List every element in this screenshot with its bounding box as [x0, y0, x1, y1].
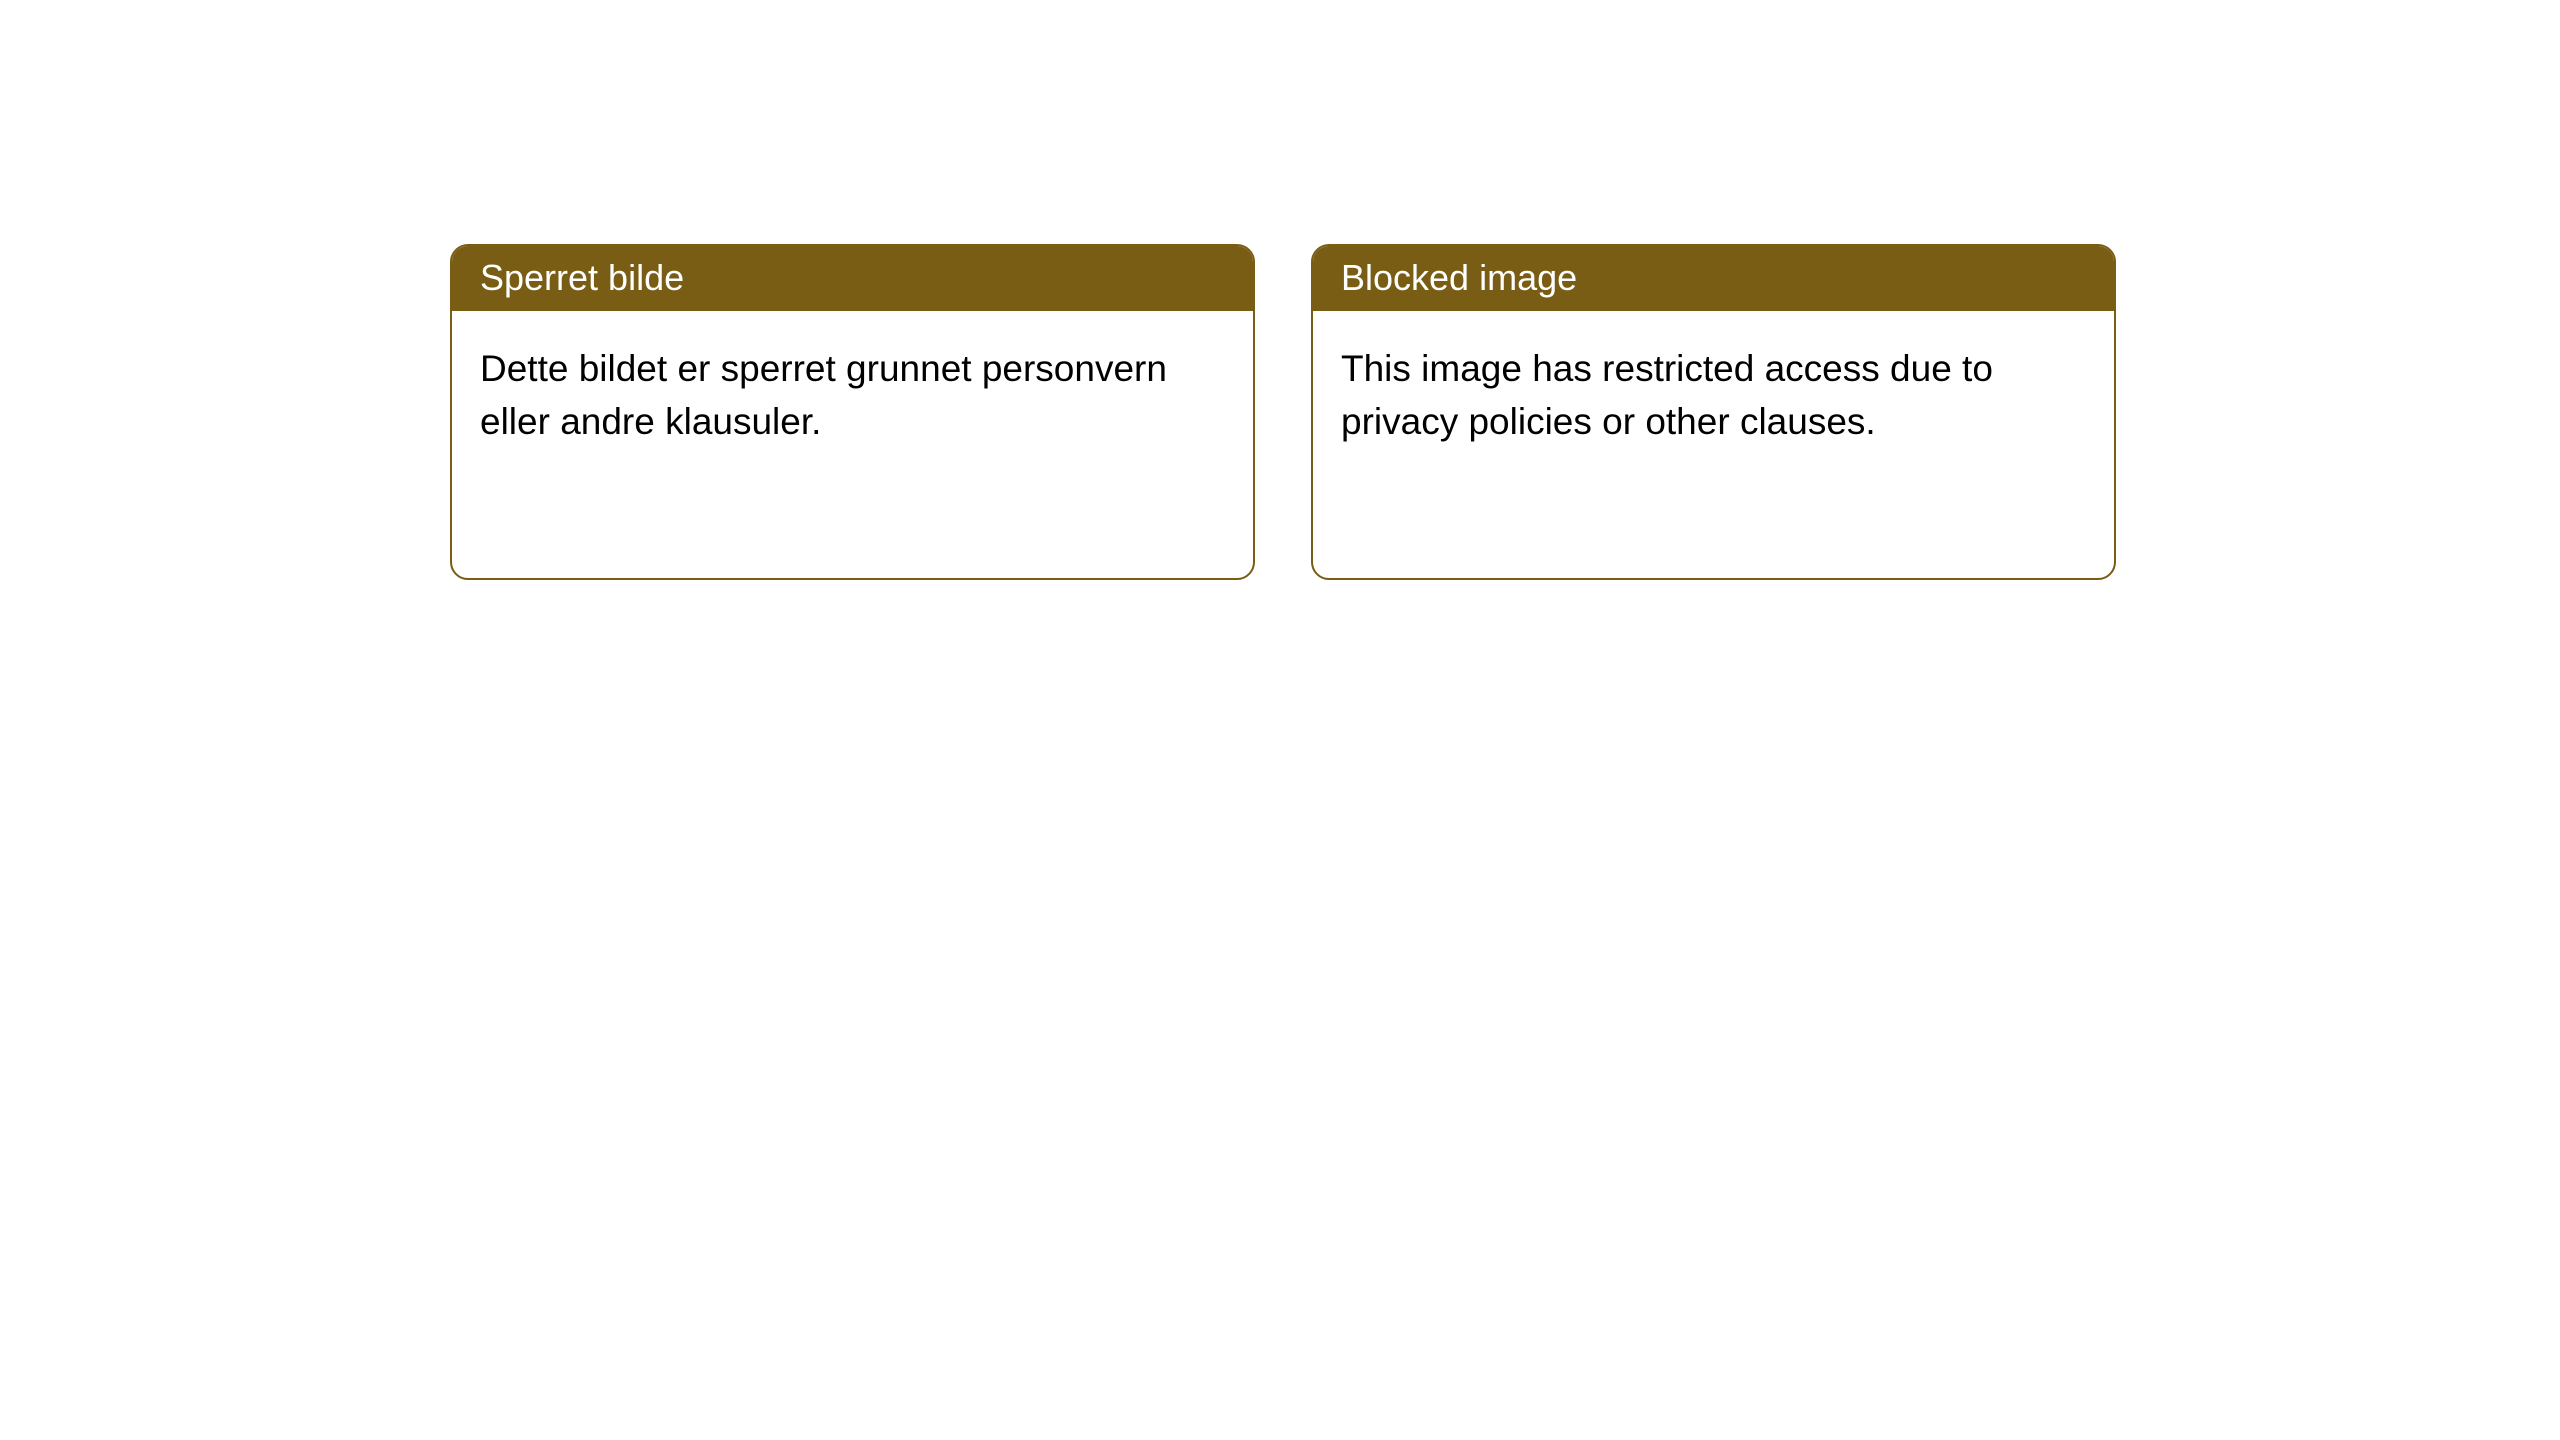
card-header-en: Blocked image — [1313, 246, 2114, 311]
card-header-no: Sperret bilde — [452, 246, 1253, 311]
blocked-image-card-en: Blocked image This image has restricted … — [1311, 244, 2116, 580]
card-body-no: Dette bildet er sperret grunnet personve… — [452, 311, 1253, 480]
blocked-image-notice-container: Sperret bilde Dette bildet er sperret gr… — [450, 244, 2116, 580]
card-body-en: This image has restricted access due to … — [1313, 311, 2114, 480]
blocked-image-card-no: Sperret bilde Dette bildet er sperret gr… — [450, 244, 1255, 580]
